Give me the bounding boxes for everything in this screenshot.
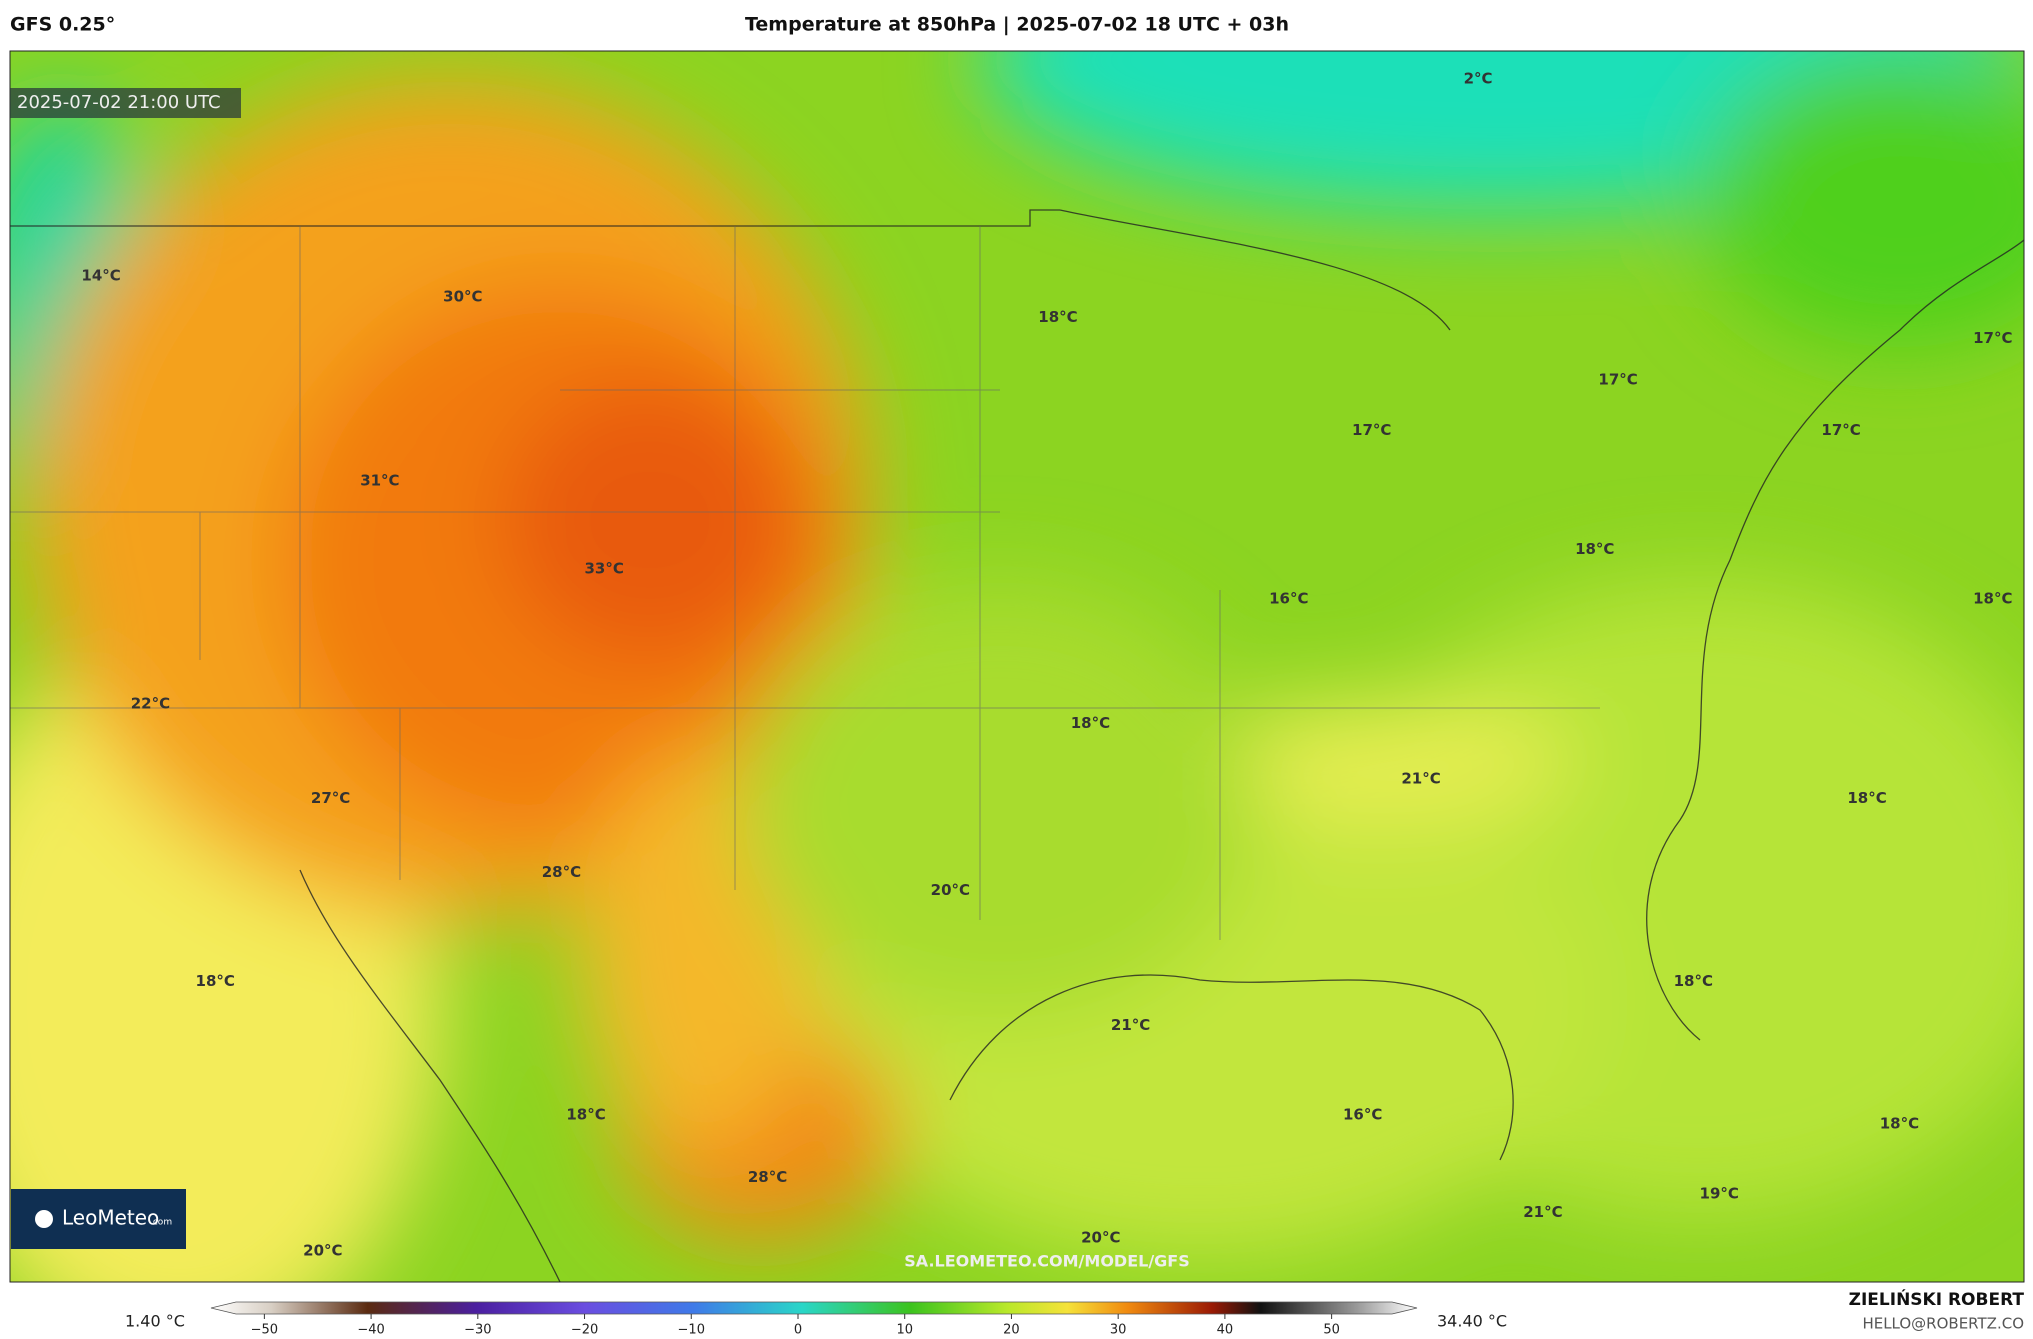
temp-label: 16°C bbox=[1343, 1106, 1382, 1124]
temp-label: 21°C bbox=[1401, 770, 1440, 788]
temp-label: 28°C bbox=[748, 1168, 787, 1186]
temp-label: 30°C bbox=[443, 287, 482, 305]
logo-name: LeoMeteo bbox=[62, 1206, 159, 1230]
temp-label: 21°C bbox=[1523, 1203, 1562, 1221]
watermark: SA.LEOMETEO.COM/MODEL/GFS bbox=[904, 1252, 1190, 1271]
temp-label: 20°C bbox=[1081, 1229, 1120, 1247]
colorbar-tick-label: −40 bbox=[357, 1323, 384, 1338]
temp-label: 17°C bbox=[1973, 329, 2012, 347]
temp-label: 27°C bbox=[311, 789, 350, 807]
colorbar-tick-label: 50 bbox=[1323, 1323, 1340, 1338]
temp-label: 14°C bbox=[81, 267, 120, 285]
author: ZIELIŃSKI ROBERT bbox=[1849, 1288, 2025, 1310]
temp-label: 18°C bbox=[1071, 714, 1110, 732]
colorbar-tick-label: 20 bbox=[1003, 1323, 1020, 1338]
timestamp-box bbox=[10, 88, 241, 118]
temp-label: 17°C bbox=[1598, 370, 1637, 388]
logo-suffix: .com bbox=[150, 1218, 172, 1228]
temp-label: 20°C bbox=[303, 1242, 342, 1260]
colorbar-tick-label: 40 bbox=[1217, 1323, 1234, 1338]
temp-label: 16°C bbox=[1269, 590, 1308, 608]
temp-label: 17°C bbox=[1352, 421, 1391, 439]
colorbar-tick-label: −30 bbox=[464, 1323, 491, 1338]
temp-label: 18°C bbox=[566, 1106, 605, 1124]
email: HELLO@ROBERTZ.CO bbox=[1862, 1315, 2024, 1333]
temp-label: 2°C bbox=[1464, 70, 1493, 88]
timestamp: 2025-07-02 21:00 UTC bbox=[17, 92, 221, 113]
colorbar-tick-label: 10 bbox=[896, 1323, 913, 1338]
colorbar-tick-label: 30 bbox=[1110, 1323, 1127, 1338]
temp-label: 18°C bbox=[1880, 1115, 1919, 1133]
colorbar-tick-label: −20 bbox=[571, 1323, 598, 1338]
temp-label: 17°C bbox=[1821, 421, 1860, 439]
temp-label: 18°C bbox=[1575, 540, 1614, 558]
temp-label: 31°C bbox=[360, 472, 399, 490]
temp-label: 20°C bbox=[931, 881, 970, 899]
temp-label: 18°C bbox=[1038, 308, 1077, 326]
temp-label: 22°C bbox=[131, 695, 170, 713]
temp-label: 21°C bbox=[1111, 1016, 1150, 1034]
colorbar-tick-label: −50 bbox=[251, 1323, 278, 1338]
colorbar-min: 1.40 °C bbox=[125, 1312, 185, 1331]
colorbar bbox=[210, 1301, 1418, 1315]
map-title: Temperature at 850hPa | 2025-07-02 18 UT… bbox=[745, 14, 1289, 36]
temp-label: 18°C bbox=[1847, 789, 1886, 807]
model-name: GFS 0.25° bbox=[10, 14, 115, 36]
logo-sun bbox=[35, 1210, 53, 1228]
temp-label: 33°C bbox=[584, 560, 623, 578]
map-frame bbox=[9, 50, 2025, 1283]
colorbar-max: 34.40 °C bbox=[1437, 1312, 1507, 1331]
colorbar-tick-label: −10 bbox=[678, 1323, 705, 1338]
temp-label: 18°C bbox=[1973, 590, 2012, 608]
colorbar-tick-label: 0 bbox=[794, 1323, 802, 1338]
temp-label: 18°C bbox=[1674, 972, 1713, 990]
temp-label: 19°C bbox=[1700, 1185, 1739, 1203]
temp-label: 28°C bbox=[542, 863, 581, 881]
temp-label: 18°C bbox=[196, 972, 235, 990]
